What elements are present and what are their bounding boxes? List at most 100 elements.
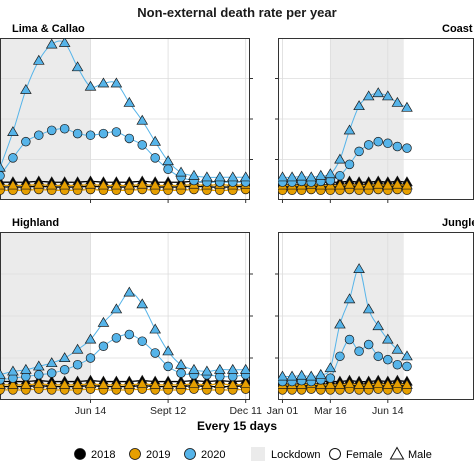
legend-swatch-2018 xyxy=(74,448,86,460)
marker-2020-female xyxy=(98,341,109,351)
panel-title-lima-callao: Lima & Callao xyxy=(12,23,85,35)
marker-2020-female xyxy=(34,370,44,380)
marker-2020-female xyxy=(137,140,147,150)
marker-2020-female xyxy=(392,141,403,152)
panel-coast: Coast xyxy=(275,23,474,203)
marker-2020-male xyxy=(314,368,327,379)
panel-title-jungle: Jungle xyxy=(442,217,474,229)
marker-2019-male xyxy=(353,179,365,190)
marker-2020-female xyxy=(124,133,135,144)
marker-2020-male xyxy=(324,362,337,373)
marker-2020-female xyxy=(163,164,173,174)
marker-2019-male xyxy=(391,378,404,389)
x-tick-label: Jun 14 xyxy=(75,405,107,417)
marker-2020-female xyxy=(46,368,57,378)
marker-2019-male xyxy=(175,179,187,190)
marker-2020-female xyxy=(72,359,83,370)
marker-2020-female xyxy=(402,143,412,153)
marker-2020-male xyxy=(343,293,356,304)
marker-2020-female xyxy=(344,159,355,170)
marker-2019-male xyxy=(343,178,356,189)
marker-2019-male xyxy=(123,179,136,190)
marker-2019-male xyxy=(0,378,6,389)
marker-2019-male xyxy=(136,178,149,189)
panel-border xyxy=(0,38,250,200)
marker-2020-male xyxy=(7,126,19,136)
marker-2020-female xyxy=(392,359,403,370)
marker-2019-male xyxy=(110,179,123,190)
marker-2020-male xyxy=(188,169,200,180)
marker-2020-female xyxy=(72,128,83,139)
marker-2020-female xyxy=(373,136,383,147)
marker-2020-female xyxy=(325,373,336,383)
marker-2020-female xyxy=(59,123,70,134)
marker-2020-male xyxy=(188,363,200,374)
marker-2019-male xyxy=(188,378,200,389)
marker-2020-female xyxy=(363,140,374,150)
marker-2020-male xyxy=(110,303,123,314)
marker-2020-male xyxy=(286,370,298,381)
marker-2020-male xyxy=(20,363,32,374)
marker-2019-male xyxy=(45,179,58,190)
marker-2020-male xyxy=(0,368,6,379)
marker-2019-male xyxy=(58,378,71,389)
marker-2020-male xyxy=(401,101,413,112)
marker-2019-male xyxy=(136,378,149,389)
marker-2020-female xyxy=(137,336,147,346)
marker-2019-male xyxy=(7,378,19,389)
marker-2020-male xyxy=(334,153,346,164)
legend-label-2020: 2020 xyxy=(201,449,225,461)
legend-label-2019: 2019 xyxy=(146,449,170,461)
marker-2020-male xyxy=(32,360,45,371)
marker-2019-male xyxy=(353,378,365,389)
marker-2019-male xyxy=(7,179,19,190)
panel-plot-area xyxy=(278,263,413,395)
marker-2020-male xyxy=(149,323,161,334)
marker-2020-male xyxy=(123,96,136,107)
marker-2020-male xyxy=(278,370,289,381)
marker-2020-female xyxy=(150,153,160,163)
panel-title-coast: Coast xyxy=(442,23,473,35)
marker-2020-male xyxy=(71,343,84,354)
marker-2020-male xyxy=(136,114,149,125)
marker-2020-male xyxy=(372,320,385,331)
legend: 2018 2019 2020 Lockdown Female Male xyxy=(74,446,432,461)
marker-2020-male xyxy=(20,83,32,94)
panel-title-highland: Highland xyxy=(12,217,59,229)
marker-2019-male xyxy=(226,378,239,389)
marker-2019-male xyxy=(175,378,187,389)
marker-2019-male xyxy=(149,179,161,190)
marker-2020-male xyxy=(391,96,404,107)
marker-2019-male xyxy=(97,378,110,389)
marker-2019-male xyxy=(334,378,346,389)
marker-2019-male xyxy=(45,378,58,389)
marker-2020-male xyxy=(381,333,394,344)
panel-jungle: Jungle Jan 01 Mar 16 Jun 14 xyxy=(267,217,474,417)
marker-2019-male xyxy=(391,178,404,189)
x-tick-label: Jan 01 xyxy=(267,405,299,417)
marker-2020-female xyxy=(373,351,383,362)
marker-2020-male xyxy=(278,171,289,182)
marker-2020-female xyxy=(21,136,31,147)
x-axis-label: Every 15 days xyxy=(197,419,277,433)
marker-2020-male xyxy=(58,38,71,47)
marker-2020-male xyxy=(110,77,123,88)
marker-2020-female xyxy=(85,353,96,363)
marker-2020-female xyxy=(176,368,186,378)
marker-2020-male xyxy=(334,318,346,329)
marker-2020-male xyxy=(162,155,174,166)
marker-2019-male xyxy=(149,378,161,389)
legend-swatch-2020 xyxy=(184,448,196,460)
marker-2020-male xyxy=(123,286,136,297)
marker-2020-male xyxy=(401,350,413,361)
marker-2020-male xyxy=(324,168,337,179)
marker-2020-male xyxy=(97,316,110,327)
marker-2020-male xyxy=(97,77,110,88)
marker-2020-female xyxy=(59,365,70,375)
legend-label-female: Female xyxy=(346,449,383,461)
marker-2019-male xyxy=(362,179,375,190)
marker-2020-female xyxy=(354,346,364,357)
marker-2020-female xyxy=(150,348,160,358)
marker-2020-female xyxy=(85,130,96,140)
legend-swatch-male xyxy=(389,446,405,460)
